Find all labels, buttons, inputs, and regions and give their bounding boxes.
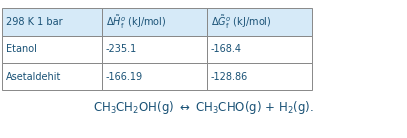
Text: CH$_3$CH$_2$OH(g) $\leftrightarrow$ CH$_3$CHO(g) + H$_2$(g).: CH$_3$CH$_2$OH(g) $\leftrightarrow$ CH$_…: [93, 99, 314, 116]
Text: $\Delta \tilde{G}_{\mathrm{f}}^{o}$ (kJ/mol): $\Delta \tilde{G}_{\mathrm{f}}^{o}$ (kJ/…: [211, 13, 271, 31]
Bar: [207, 36, 312, 63]
Text: -235.1: -235.1: [106, 44, 137, 55]
Text: $\Delta \tilde{H}_{\mathrm{f}}^{o}$ (kJ/mol): $\Delta \tilde{H}_{\mathrm{f}}^{o}$ (kJ/…: [106, 13, 166, 31]
Bar: [102, 8, 207, 36]
Text: Etanol: Etanol: [6, 44, 37, 55]
Text: -128.86: -128.86: [211, 71, 248, 82]
Bar: [2, 63, 102, 90]
Bar: [207, 8, 312, 36]
Text: 298 K 1 bar: 298 K 1 bar: [6, 17, 63, 27]
Bar: [207, 63, 312, 90]
Bar: [102, 36, 207, 63]
Bar: [2, 8, 102, 36]
Bar: [102, 63, 207, 90]
Text: -166.19: -166.19: [106, 71, 143, 82]
Bar: [2, 36, 102, 63]
Text: -168.4: -168.4: [211, 44, 242, 55]
Text: Asetaldehit: Asetaldehit: [6, 71, 61, 82]
